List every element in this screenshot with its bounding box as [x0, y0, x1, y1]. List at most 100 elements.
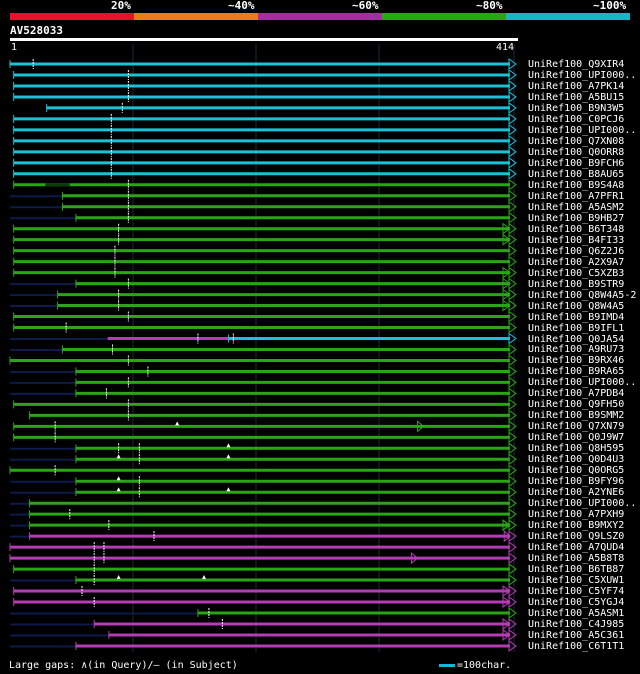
hit-row[interactable]: UniRef100_B9SMM2 — [0, 410, 640, 421]
hit-row[interactable]: UniRef100_B6TB87 — [0, 564, 640, 575]
hit-label[interactable]: UniRef100_C0PCJ6 — [528, 113, 625, 125]
hit-label[interactable]: UniRef100_Q9LSZ0 — [528, 531, 625, 543]
hit-row[interactable]: UniRef100_A7PK14 — [0, 81, 640, 92]
hit-label[interactable]: UniRef100_A5BU15 — [528, 91, 625, 103]
hit-label[interactable]: UniRef100_B6TB87 — [528, 564, 625, 576]
hit-label[interactable]: UniRef100_Q0ORR8 — [528, 146, 625, 158]
hit-label[interactable]: UniRef100_Q8H595 — [528, 443, 625, 455]
hit-label[interactable]: UniRef100_B9RX46 — [528, 355, 625, 367]
hit-row[interactable]: UniRef100_A5BU15 — [0, 92, 640, 103]
hit-label[interactable]: UniRef100_A5B8T8 — [528, 553, 625, 565]
hit-row[interactable]: UniRef100_B9RA65 — [0, 366, 640, 377]
hit-label[interactable]: UniRef100_A7PDB4 — [528, 388, 625, 400]
hit-row[interactable]: UniRef100_Q9FH50 — [0, 399, 640, 410]
hit-row[interactable]: UniRef100_UPI000.. — [0, 498, 640, 509]
hit-row[interactable]: UniRef100_B9IFL1 — [0, 323, 640, 334]
hit-row[interactable]: UniRef100_C5YF74 — [0, 586, 640, 597]
hit-row[interactable]: UniRef100_A7PDB4 — [0, 388, 640, 399]
hit-label[interactable]: UniRef100_A2YNE6 — [528, 487, 625, 499]
hit-label[interactable]: UniRef100_Q8W4A5-2 — [528, 289, 637, 301]
hit-label[interactable]: UniRef100_A5ASM2 — [528, 201, 625, 213]
hit-row[interactable]: UniRef100_Q0J9W7 — [0, 432, 640, 443]
hit-label[interactable]: UniRef100_C5YF74 — [528, 586, 625, 598]
hit-label[interactable]: UniRef100_A5ASM1 — [528, 608, 625, 619]
hit-label[interactable]: UniRef100_Q6Z2J6 — [528, 245, 625, 257]
hit-row[interactable]: UniRef100_Q6Z2J6 — [0, 246, 640, 257]
hit-row[interactable]: UniRef100_Q0ORR8 — [0, 147, 640, 158]
hit-row[interactable]: UniRef100_Q8H595 — [0, 443, 640, 454]
hit-row[interactable]: UniRef100_Q8W4A5-2 — [0, 290, 640, 301]
hit-label[interactable]: UniRef100_Q0ORG5 — [528, 465, 625, 477]
hit-row[interactable]: UniRef100_UPI000.. — [0, 125, 640, 136]
hit-label[interactable]: UniRef100_B9N3W5 — [528, 102, 625, 114]
hit-row[interactable]: UniRef100_B9FCH6 — [0, 158, 640, 169]
hit-label[interactable]: UniRef100_C5XUW1 — [528, 575, 625, 587]
hit-row[interactable]: UniRef100_Q7XN08 — [0, 136, 640, 147]
hit-label[interactable]: UniRef100_B9FY96 — [528, 476, 625, 488]
hit-row[interactable]: UniRef100_Q0ORG5 — [0, 465, 640, 476]
hit-label[interactable]: UniRef100_B9MXY2 — [528, 520, 625, 532]
hit-label[interactable]: UniRef100_C5XZB3 — [528, 267, 625, 279]
hit-row[interactable]: UniRef100_C0PCJ6 — [0, 114, 640, 125]
hit-label[interactable]: UniRef100_B8AU65 — [528, 168, 625, 180]
hit-label[interactable]: UniRef100_A7PK14 — [528, 80, 625, 92]
hit-row[interactable]: UniRef100_B9IMD4 — [0, 312, 640, 323]
hit-row[interactable]: UniRef100_Q9XIR4 — [0, 59, 640, 70]
hit-label[interactable]: UniRef100_C4J985 — [528, 618, 625, 630]
hit-row[interactable]: UniRef100_A9RU73 — [0, 344, 640, 355]
hit-label[interactable]: UniRef100_B9STR9 — [528, 278, 625, 290]
hit-row[interactable]: UniRef100_B6T348 — [0, 224, 640, 235]
hit-label[interactable]: UniRef100_Q9XIR4 — [528, 59, 625, 70]
hit-label[interactable]: UniRef100_A7PFR1 — [528, 190, 625, 202]
hit-row[interactable]: UniRef100_A5B8T8 — [0, 553, 640, 564]
hit-row[interactable]: UniRef100_UPI000.. — [0, 70, 640, 81]
hit-label[interactable]: UniRef100_A2X9A7 — [528, 256, 625, 268]
hit-row[interactable]: UniRef100_Q7XN79 — [0, 421, 640, 432]
hit-row[interactable]: UniRef100_C5XUW1 — [0, 575, 640, 586]
hit-row[interactable]: UniRef100_A7QUD4 — [0, 542, 640, 553]
hit-label[interactable]: UniRef100_A7PXH9 — [528, 509, 625, 521]
hit-label[interactable]: UniRef100_A7QUD4 — [528, 542, 625, 554]
hit-row[interactable]: UniRef100_B8AU65 — [0, 169, 640, 180]
hit-label[interactable]: UniRef100_UPI000.. — [528, 498, 637, 510]
hit-label[interactable]: UniRef100_Q0J9W7 — [528, 432, 625, 444]
hit-label[interactable]: UniRef100_B9FCH6 — [528, 157, 625, 169]
hit-row[interactable]: UniRef100_Q8W4A5 — [0, 301, 640, 312]
hit-row[interactable]: UniRef100_B9RX46 — [0, 355, 640, 366]
hit-label[interactable]: UniRef100_B9RA65 — [528, 366, 625, 378]
hit-label[interactable]: UniRef100_B4FI33 — [528, 234, 625, 246]
hit-row[interactable]: UniRef100_B9FY96 — [0, 476, 640, 487]
hit-row[interactable]: UniRef100_C5XZB3 — [0, 268, 640, 279]
hit-row[interactable]: UniRef100_B9HB27 — [0, 213, 640, 224]
hit-label[interactable]: UniRef100_UPI000.. — [528, 124, 637, 136]
hit-label[interactable]: UniRef100_A9RU73 — [528, 344, 625, 356]
hit-label[interactable]: UniRef100_Q7XN79 — [528, 421, 625, 433]
hit-label[interactable]: UniRef100_C5YGJ4 — [528, 597, 625, 609]
hit-row[interactable]: UniRef100_Q9LSZ0 — [0, 531, 640, 542]
hit-label[interactable]: UniRef100_Q8W4A5 — [528, 300, 625, 312]
hit-row[interactable]: UniRef100_Q0JA54 — [0, 334, 640, 345]
hit-row[interactable]: UniRef100_UPI000.. — [0, 377, 640, 388]
hit-row[interactable]: UniRef100_Q0D4U3 — [0, 454, 640, 465]
hit-row[interactable]: UniRef100_C5YGJ4 — [0, 597, 640, 608]
hit-row[interactable]: UniRef100_B9S4A8 — [0, 180, 640, 191]
hit-label[interactable]: UniRef100_B9S4A8 — [528, 179, 625, 191]
hit-label[interactable]: UniRef100_Q0D4U3 — [528, 454, 625, 466]
hit-label[interactable]: UniRef100_UPI000.. — [528, 377, 637, 389]
hit-label[interactable]: UniRef100_Q7XN08 — [528, 135, 625, 147]
hit-label[interactable]: UniRef100_B9SMM2 — [528, 410, 625, 422]
hit-label[interactable]: UniRef100_B9IMD4 — [528, 311, 625, 323]
hit-label[interactable]: UniRef100_A5C361 — [528, 629, 625, 641]
hit-row[interactable]: UniRef100_B4FI33 — [0, 235, 640, 246]
hit-row[interactable]: UniRef100_B9N3W5 — [0, 103, 640, 114]
hit-row[interactable]: UniRef100_A5ASM1 — [0, 608, 640, 619]
hit-row[interactable]: UniRef100_B9STR9 — [0, 279, 640, 290]
hit-label[interactable]: UniRef100_Q0JA54 — [528, 333, 625, 345]
hit-label[interactable]: UniRef100_B9IFL1 — [528, 322, 625, 334]
hit-row[interactable]: UniRef100_A2YNE6 — [0, 487, 640, 498]
hit-label[interactable]: UniRef100_B6T348 — [528, 223, 625, 235]
hit-row[interactable]: UniRef100_A7PFR1 — [0, 191, 640, 202]
hit-label[interactable]: UniRef100_B9HB27 — [528, 212, 625, 224]
hit-label[interactable]: UniRef100_C6T1T1 — [528, 640, 625, 652]
hit-row[interactable]: UniRef100_A2X9A7 — [0, 257, 640, 268]
